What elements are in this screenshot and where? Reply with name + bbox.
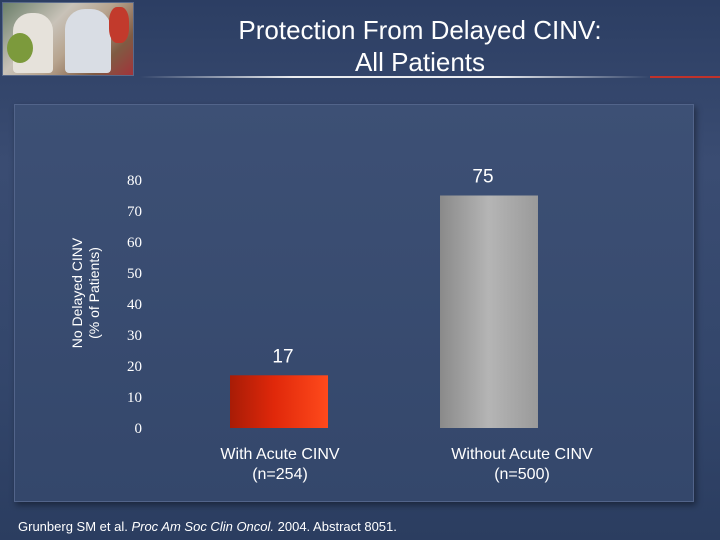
category-label-0-line0: With Acute CINV <box>220 446 339 463</box>
header-photo <box>2 2 134 76</box>
bars <box>230 195 538 428</box>
category-label-0-line1: (n=254) <box>252 466 308 483</box>
category-labels: With Acute CINV (n=254) Without Acute CINV… <box>220 446 593 483</box>
y-tick-label-20: 20 <box>127 359 142 375</box>
y-tick-label-40: 40 <box>127 297 142 313</box>
bar-0 <box>230 375 328 428</box>
citation-authors: Grunberg SM et al. <box>18 519 132 534</box>
chart-panel <box>14 104 694 502</box>
photo-flowers <box>109 7 129 43</box>
bar-1 <box>440 195 538 428</box>
data-label-1: 75 <box>472 167 493 188</box>
category-label-1-line1: (n=500) <box>494 466 550 483</box>
citation: Grunberg SM et al. Proc Am Soc Clin Onco… <box>18 519 397 534</box>
slide-title: Protection From Delayed CINV: All Patien… <box>160 14 680 78</box>
data-label-0: 17 <box>272 346 293 367</box>
y-tick-label-0: 0 <box>135 421 143 437</box>
y-tick-label-50: 50 <box>127 266 142 282</box>
slide-title-line1: Protection From Delayed CINV: <box>238 15 602 45</box>
photo-plant <box>7 33 33 63</box>
y-tick-label-70: 70 <box>127 204 142 220</box>
category-label-1-line0: Without Acute CINV <box>451 446 593 463</box>
title-divider-accent <box>650 76 720 78</box>
y-axis-ticks: 0 10 20 30 40 50 60 70 80 <box>127 173 142 437</box>
citation-details: 2004. Abstract 8051. <box>274 519 397 534</box>
y-tick-label-60: 60 <box>127 235 142 251</box>
y-tick-label-80: 80 <box>127 173 142 189</box>
photo-figure-right <box>65 9 111 73</box>
y-tick-label-10: 10 <box>127 390 142 406</box>
slide-title-line2: All Patients <box>354 47 486 77</box>
citation-journal: Proc Am Soc Clin Oncol. <box>131 519 275 534</box>
title-divider <box>140 76 650 78</box>
y-tick-label-30: 30 <box>127 328 142 344</box>
